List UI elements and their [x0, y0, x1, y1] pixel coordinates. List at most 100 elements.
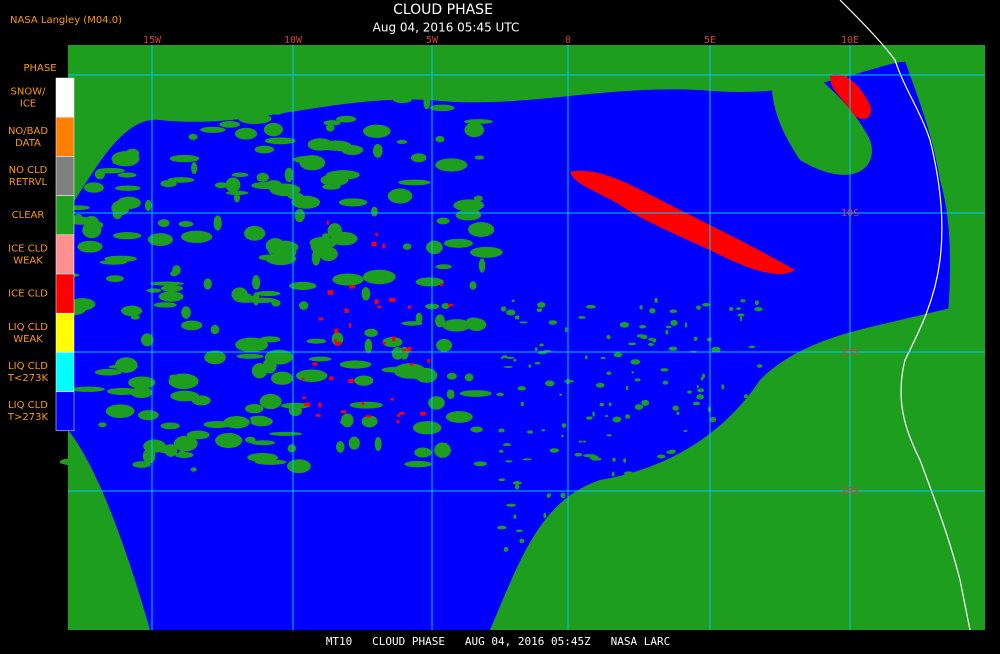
clear-patch — [624, 563, 631, 567]
clear-patch — [743, 394, 749, 399]
clear-patch — [534, 361, 541, 365]
clear-patch — [634, 404, 644, 410]
clear-patch — [665, 325, 672, 329]
ice-cloud — [407, 305, 411, 309]
clear-patch — [544, 380, 555, 387]
clear-patch — [130, 386, 153, 399]
clear-patch — [287, 459, 311, 474]
clear-patch — [160, 180, 177, 188]
clear-patch — [512, 481, 522, 485]
clear-patch — [410, 153, 427, 163]
clear-patch — [721, 384, 725, 390]
grid — [68, 45, 985, 630]
clear-patch — [435, 314, 445, 328]
clear-patch — [143, 439, 166, 453]
clear-patch — [387, 188, 413, 204]
clear-patch — [537, 557, 543, 562]
clear-patch — [630, 532, 634, 539]
clear-patch — [752, 521, 762, 527]
clear-patch — [364, 338, 373, 354]
clear-patch — [445, 411, 473, 423]
ice-cloud — [399, 412, 405, 415]
clear-patch — [348, 436, 360, 450]
clear-patch — [415, 277, 444, 287]
clear-patch — [340, 419, 353, 425]
clear-patch — [476, 86, 486, 98]
ice-cloud — [344, 308, 349, 313]
clear-patch — [200, 126, 226, 133]
clear-patch — [106, 387, 139, 396]
clear-patch — [435, 158, 468, 172]
clear-patch — [669, 309, 678, 314]
ice-cloud — [371, 241, 377, 247]
clear-patch — [225, 177, 241, 193]
clear-patch — [599, 402, 605, 407]
clear-patch — [695, 305, 702, 310]
clear-patch — [288, 405, 302, 417]
clear-patch — [181, 306, 191, 319]
clear-patch — [263, 122, 283, 137]
clear-patch — [96, 129, 108, 134]
clear-patch — [332, 273, 364, 286]
clear-patch — [398, 179, 431, 186]
clear-patch — [249, 415, 269, 421]
clear-patch — [546, 494, 551, 498]
clear-patch — [453, 199, 485, 212]
clear-patch — [704, 472, 713, 479]
clear-patch — [625, 414, 631, 419]
clear-patch — [250, 440, 276, 446]
clear-patch — [649, 308, 656, 314]
clear-patch — [747, 552, 751, 556]
clear-patch — [585, 304, 596, 309]
clear-patch — [693, 336, 698, 342]
clear-patch — [594, 499, 604, 502]
clear-patch — [514, 315, 520, 320]
clear-patch — [461, 86, 477, 95]
clear-patch — [115, 357, 138, 373]
ice-cloud — [348, 322, 352, 328]
clear-patch — [336, 115, 357, 123]
clear-patch — [593, 517, 599, 523]
clear-patch — [537, 301, 546, 308]
clear-patch — [745, 433, 755, 437]
clear-patch — [654, 297, 658, 303]
legend-swatch — [55, 77, 75, 118]
clear-patch — [711, 346, 721, 353]
clear-patch — [656, 496, 660, 500]
clear-patch — [146, 288, 162, 293]
clear-patch — [597, 541, 600, 545]
clear-patch — [739, 316, 743, 322]
clear-patch — [158, 219, 170, 228]
clear-patch — [188, 133, 198, 141]
clear-patch — [95, 145, 104, 157]
clear-patch — [729, 307, 734, 311]
footer: MT10 CLOUD PHASE AUG 04, 2016 05:45Z NAS… — [326, 635, 670, 648]
ice-cloud — [334, 339, 337, 343]
clear-patch — [696, 394, 704, 400]
clear-patch — [364, 328, 378, 338]
ice-cloud — [402, 348, 407, 353]
clear-patch — [246, 297, 278, 303]
map-image — [58, 0, 985, 631]
clear-patch — [604, 545, 612, 550]
clear-patch — [311, 249, 321, 266]
clear-patch — [468, 222, 495, 237]
clear-patch — [630, 359, 641, 365]
clear-patch — [446, 372, 457, 380]
clear-patch — [725, 537, 731, 541]
clear-patch — [606, 335, 611, 340]
clear-patch — [754, 307, 763, 312]
clear-patch — [338, 198, 368, 207]
clear-patch — [322, 233, 331, 239]
clear-patch — [703, 462, 713, 466]
clear-patch — [664, 486, 673, 489]
legend-swatch — [55, 116, 75, 157]
clear-patch — [215, 432, 243, 449]
clear-patch — [548, 320, 558, 325]
clear-patch — [473, 461, 488, 467]
clear-patch — [455, 209, 482, 221]
clear-patch — [498, 428, 505, 433]
clear-patch — [170, 270, 179, 277]
clear-patch — [706, 337, 712, 342]
